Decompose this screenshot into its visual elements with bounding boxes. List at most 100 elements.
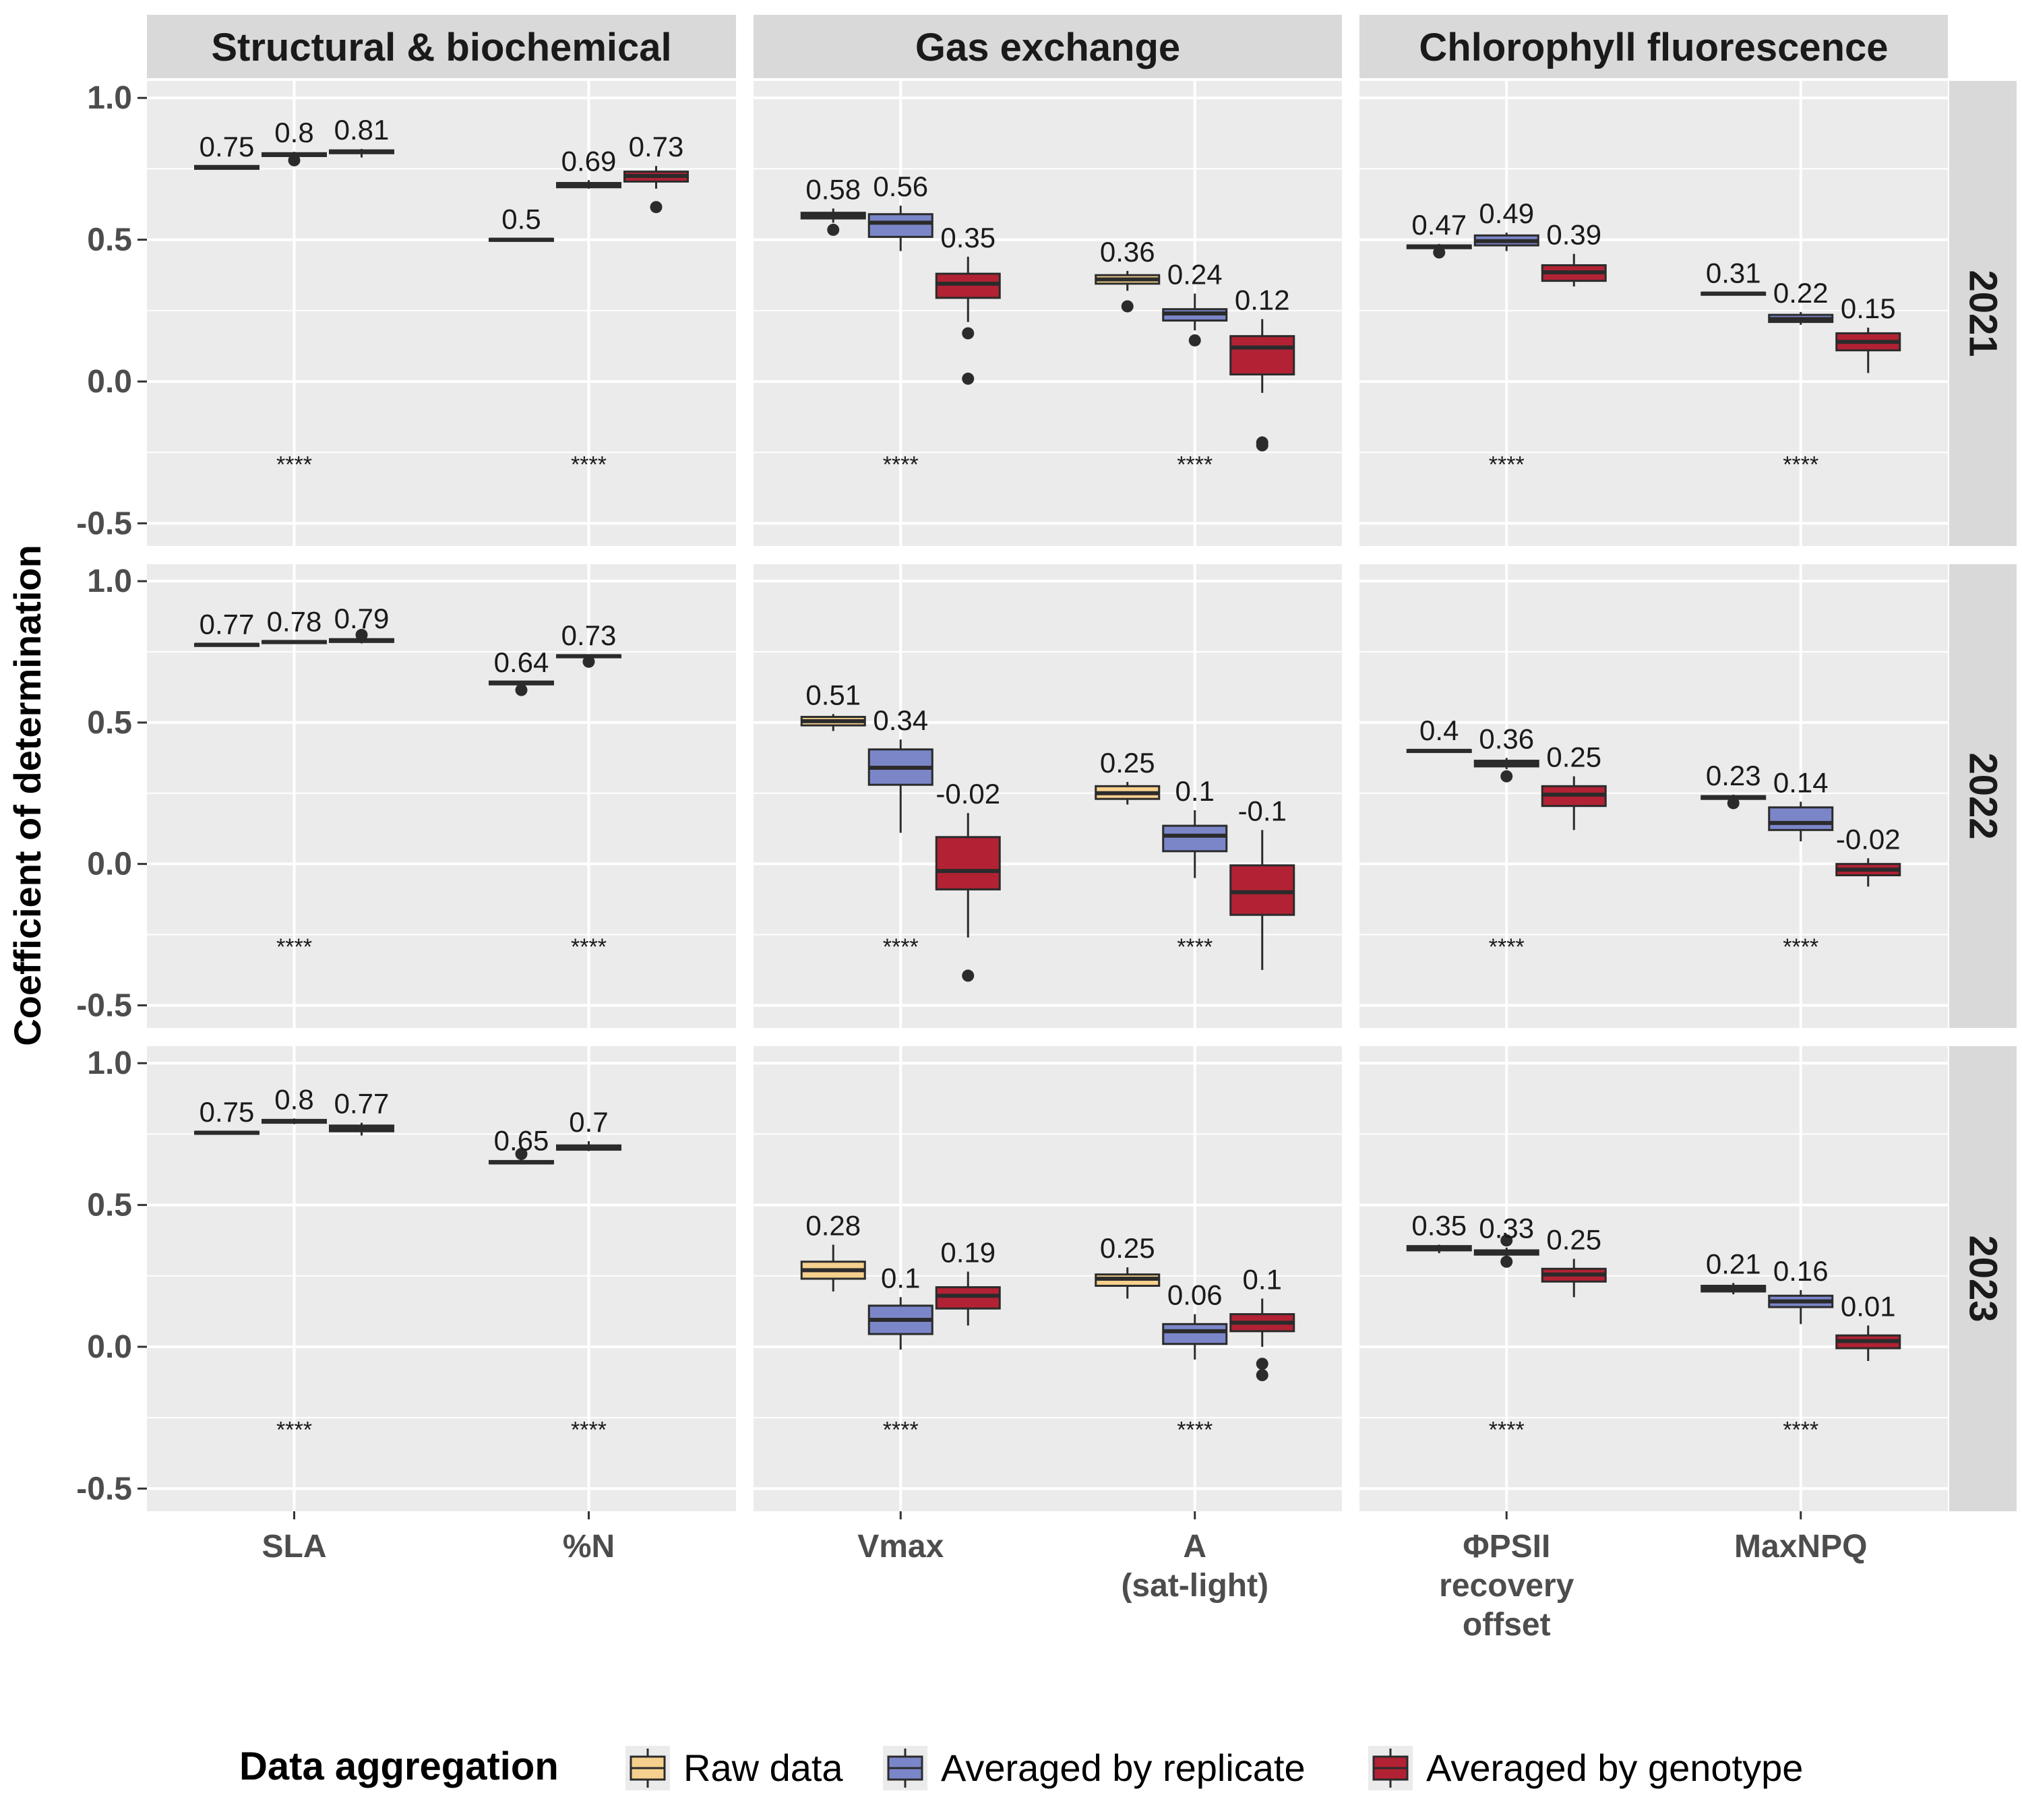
legend: Data aggregation Raw data Averaged by rep… [239,1745,1803,1790]
value-label: 0.12 [1235,284,1290,315]
y-tick-label: -0.5 [76,1471,132,1507]
value-label: 0.73 [629,131,684,162]
column-strip-label: Chlorophyll fluorescence [1419,26,1888,69]
row-strip [1949,1046,2017,1511]
outlier-point [1500,1234,1513,1247]
facet-boxes: 0.75 0.8 0.81 **** 0.5 0.69 0.73 **** [194,114,689,478]
outlier-point [962,327,975,340]
value-label: 0.49 [1479,198,1534,229]
value-label: 0.31 [1706,257,1761,289]
value-label: 0.8 [274,1083,313,1115]
y-tick-label: 0.0 [87,1329,132,1365]
column-strip-label: Gas exchange [915,26,1180,69]
y-tick-label: 0.5 [87,705,132,741]
value-label: 0.58 [805,173,861,205]
y-tick-label: 1.0 [87,1045,132,1081]
value-label: 0.25 [1100,747,1155,779]
outlier-point [1500,770,1513,783]
y-axis-title: Coefficient of determination [6,545,49,1046]
box [935,836,1001,890]
facet-panels: 0.75 0.8 0.81****0.50.69 0.73****0.58 0.560.… [147,81,1948,1511]
facet-background [147,564,736,1028]
facet-panel [754,81,1342,546]
value-label: 0.23 [1706,760,1761,791]
value-label: 0.77 [200,608,255,640]
value-label: 0.35 [1411,1210,1467,1242]
value-label: 0.01 [1841,1290,1896,1322]
value-label: 0.28 [805,1210,861,1242]
outlier-point [962,372,975,385]
x-tick-label: SLA [262,1529,327,1565]
value-label: 0.79 [334,603,390,634]
significance-label: **** [1177,1418,1213,1443]
outlier-point [650,201,663,214]
y-tick-label: 1.0 [87,80,132,116]
box [1229,335,1295,375]
box [1229,864,1295,916]
facet-background [1359,1046,1948,1511]
legend-item-label: Averaged by genotype [1426,1747,1803,1789]
legend-item: Raw data [625,1746,843,1790]
significance-label: **** [1177,452,1213,478]
outlier-point [1256,1358,1268,1370]
value-label: 0.33 [1479,1213,1534,1244]
outlier-point [1256,1369,1268,1382]
value-label: 0.4 [1419,715,1459,746]
significance-label: **** [1489,934,1525,960]
y-tick-label: 1.0 [87,564,132,599]
facet-background [1359,564,1948,1028]
value-label: -0.02 [936,778,1000,810]
box [1162,824,1228,853]
value-label: 0.5 [501,204,541,235]
facet-boxes: 0.35 0.33 0.25 **** 0.21 0.16 0.01 **** [1406,1210,1901,1443]
row-strip-label: 2022 [1961,752,2005,839]
significance-label: **** [571,452,607,478]
facet-background [147,81,736,546]
outlier-point [1433,246,1446,259]
facet-panel [147,564,736,1028]
significance-label: **** [1489,1418,1525,1443]
value-label: -0.02 [1836,823,1901,855]
value-label: 0.73 [561,619,617,651]
y-tick-label: -0.5 [76,506,132,541]
value-label: 0.36 [1479,723,1534,754]
facet-background [147,1046,736,1511]
axes: 1.0 0.5 0.0 -0.5 1.0 0.5 0.0 -0.5 1.0 0.5 0.0 -0.5 S… [76,80,1867,1643]
value-label: 0.47 [1411,209,1467,241]
y-tick-label: 0.0 [87,847,132,882]
facet-boxes: 0.75 0.8 0.77 **** 0.65 0.7 **** [194,1083,621,1443]
value-label: 0.1 [1243,1263,1282,1295]
x-tick-label: Vmax [857,1529,944,1565]
significance-label: **** [1783,934,1818,960]
row-strip [1949,564,2017,1028]
value-label: 0.64 [494,646,549,678]
value-label: 0.77 [334,1088,390,1120]
value-label: 0.06 [1167,1279,1223,1311]
value-label: 0.25 [1546,741,1601,773]
facet-panel [1359,81,1948,546]
value-label: 0.25 [1546,1224,1601,1256]
row-strip [1949,81,2017,546]
y-tick-label: 0.5 [87,222,132,258]
value-label: 0.75 [200,1096,255,1128]
facet-background [1359,81,1948,546]
y-tick-label: -0.5 [76,988,132,1023]
facet-boxes: 0.77 0.78 0.79 **** 0.64 0.73 **** [194,603,621,960]
facet-boxes: 0.58 0.56 0.35 **** 0.36 0.24 0.12 **** [800,171,1295,478]
outlier-point [1188,334,1201,346]
outlier-point [515,1147,528,1160]
column-strip [147,15,736,78]
outlier-point [1121,300,1134,313]
value-label: 0.22 [1773,277,1829,309]
value-label: 0.1 [1175,775,1215,807]
box [1768,806,1834,831]
outlier-point [1500,1255,1513,1268]
value-label: 0.1 [881,1262,920,1294]
outlier-point [1256,439,1268,452]
facet-boxes: 0.4 0.36 0.25 **** 0.23 0.14-0.02 **** [1406,715,1901,960]
y-tick-label: 0.5 [87,1188,132,1223]
value-label: 0.35 [940,222,995,253]
facet-background [754,81,1342,546]
value-label: 0.7 [569,1106,608,1138]
